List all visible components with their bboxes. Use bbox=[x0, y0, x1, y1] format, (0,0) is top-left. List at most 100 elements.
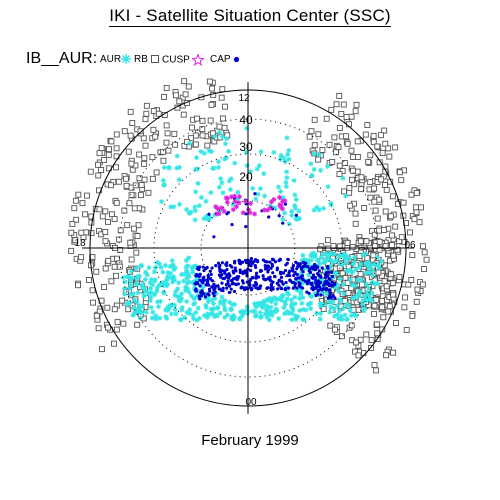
cap-point bbox=[198, 284, 202, 288]
aur-point bbox=[176, 298, 182, 304]
rb-point bbox=[373, 367, 380, 374]
rb-point bbox=[336, 162, 343, 169]
aur-point bbox=[258, 303, 264, 309]
rb-point bbox=[352, 108, 359, 115]
cap-point bbox=[229, 287, 233, 291]
rb-point bbox=[358, 174, 365, 181]
rb-point bbox=[381, 182, 388, 188]
aur-point bbox=[273, 301, 279, 307]
cap-point bbox=[311, 273, 316, 277]
cap-point bbox=[252, 259, 256, 264]
rb-point bbox=[98, 167, 105, 173]
aur-point bbox=[146, 291, 152, 297]
aur-point bbox=[325, 184, 331, 190]
aur-point bbox=[349, 282, 355, 288]
rb-point bbox=[136, 175, 143, 182]
rb-point bbox=[86, 277, 93, 283]
aur-point bbox=[214, 305, 220, 311]
aur-point bbox=[211, 306, 217, 312]
rb-point bbox=[346, 189, 353, 196]
rb-point bbox=[355, 352, 362, 359]
rb-point bbox=[343, 133, 350, 140]
rb-point bbox=[344, 239, 351, 246]
rb-point bbox=[361, 205, 368, 211]
aur-point bbox=[127, 300, 133, 306]
aur-point bbox=[163, 314, 169, 320]
aur-point bbox=[129, 275, 135, 281]
aur-point bbox=[143, 269, 149, 275]
aur-point bbox=[340, 305, 346, 311]
cap-point bbox=[231, 277, 236, 281]
aur-point bbox=[212, 134, 218, 140]
cap-point bbox=[261, 274, 265, 278]
aur-point bbox=[253, 196, 259, 202]
aur-point bbox=[198, 194, 204, 200]
aur-point bbox=[154, 259, 160, 265]
aur-point bbox=[262, 311, 268, 317]
clock-label-bottom: 00 bbox=[245, 397, 257, 408]
aur-point bbox=[357, 264, 363, 270]
rb-point bbox=[413, 298, 420, 305]
aur-point bbox=[358, 261, 364, 267]
rb-point bbox=[336, 92, 343, 99]
aur-point bbox=[316, 286, 322, 292]
aur-point bbox=[257, 314, 263, 320]
cusp-point bbox=[223, 195, 229, 201]
rb-point bbox=[319, 147, 326, 153]
cap-point bbox=[279, 275, 284, 280]
cap-point bbox=[277, 279, 281, 283]
cap-point bbox=[294, 213, 298, 217]
aur-point bbox=[139, 310, 145, 316]
cap-point bbox=[311, 288, 315, 292]
aur-point bbox=[337, 252, 343, 258]
cusp-point bbox=[236, 200, 242, 206]
rb-point bbox=[128, 191, 135, 198]
aur-point bbox=[200, 285, 206, 291]
rb-point bbox=[363, 331, 370, 338]
cap-point bbox=[314, 281, 318, 285]
star-outline-icon bbox=[191, 53, 206, 67]
cap-point bbox=[243, 258, 248, 263]
aur-point bbox=[156, 261, 162, 267]
rb-point bbox=[381, 278, 388, 285]
aur-point bbox=[333, 258, 339, 264]
aur-point bbox=[303, 307, 309, 313]
aur-point bbox=[282, 299, 288, 305]
rb-point bbox=[387, 213, 394, 220]
aur-point bbox=[285, 292, 291, 298]
rb-point bbox=[108, 182, 114, 189]
aur-point bbox=[214, 313, 220, 319]
aur-point bbox=[163, 262, 169, 268]
rb-point bbox=[96, 206, 103, 213]
aur-point bbox=[250, 185, 256, 191]
aur-point bbox=[151, 269, 157, 275]
aur-point bbox=[308, 257, 314, 263]
rb-point bbox=[386, 303, 393, 310]
aur-point bbox=[374, 254, 380, 260]
rb-point bbox=[101, 284, 108, 290]
aur-point bbox=[192, 204, 198, 210]
rb-point bbox=[142, 116, 149, 123]
rb-point bbox=[333, 101, 340, 108]
rb-point bbox=[327, 322, 334, 329]
aur-point bbox=[186, 289, 192, 295]
aur-point bbox=[253, 313, 259, 319]
aur-point bbox=[289, 212, 295, 218]
cusp-point bbox=[265, 207, 271, 213]
cap-point bbox=[238, 268, 242, 272]
cap-point bbox=[206, 292, 210, 296]
aur-point bbox=[131, 305, 137, 311]
cap-point bbox=[201, 281, 205, 285]
cap-point bbox=[209, 272, 213, 277]
rb-point bbox=[411, 216, 418, 223]
rb-point bbox=[393, 320, 399, 326]
cap-point bbox=[201, 265, 205, 269]
cap-point bbox=[290, 280, 294, 285]
rb-point bbox=[371, 185, 378, 192]
rb-point bbox=[150, 126, 157, 133]
aur-point bbox=[193, 310, 199, 316]
cap-point bbox=[202, 268, 206, 273]
rb-point bbox=[379, 304, 386, 311]
rb-point bbox=[104, 324, 111, 331]
cap-point bbox=[284, 280, 288, 285]
